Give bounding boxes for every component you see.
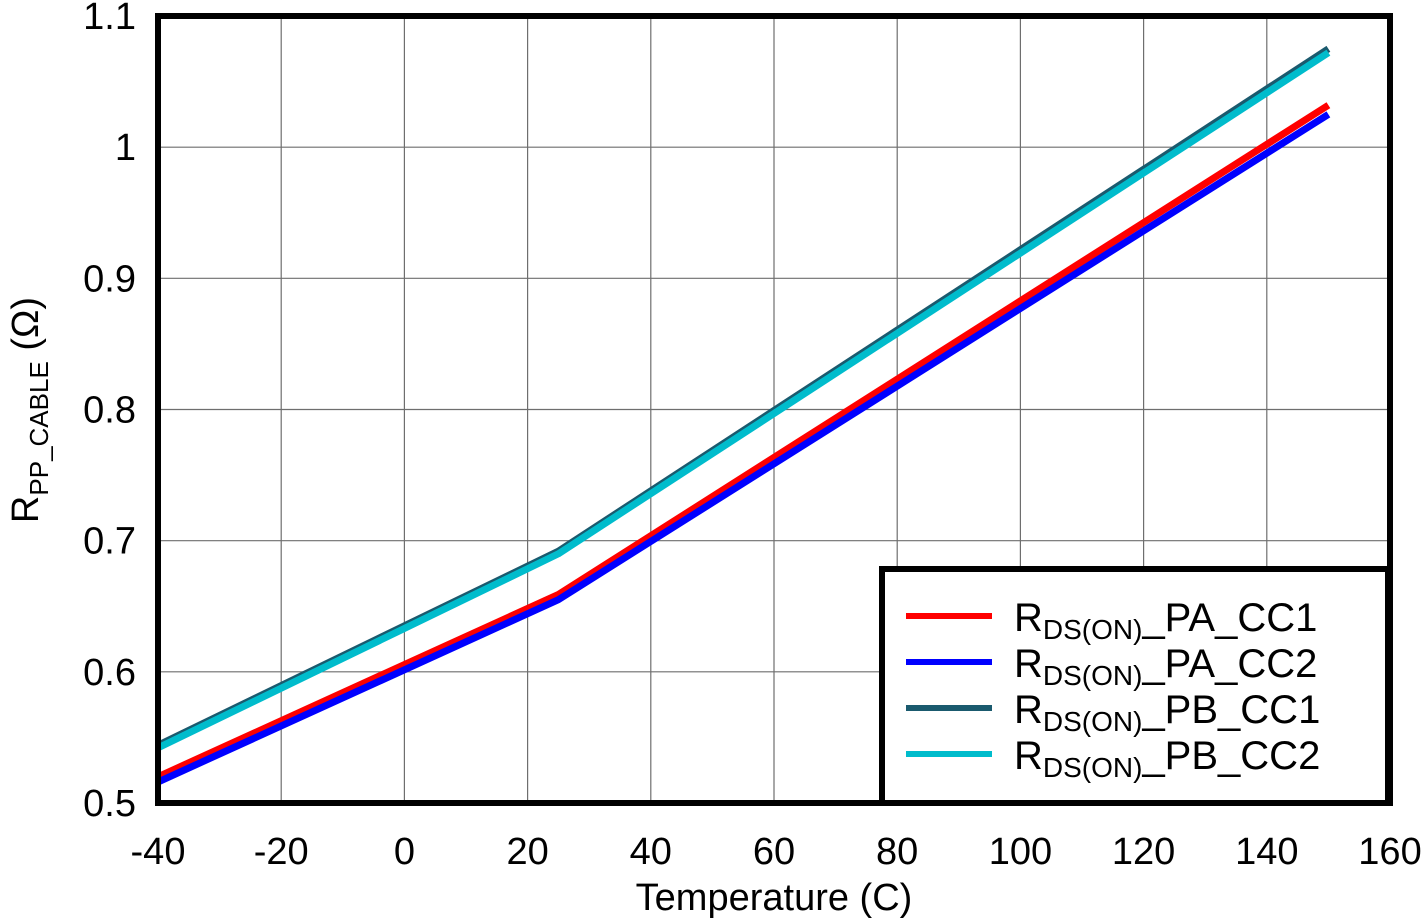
x-tick-label: 0 <box>394 831 415 873</box>
series-line <box>156 111 1331 786</box>
x-tick-label: 60 <box>753 831 795 873</box>
y-axis-ticks: 0.5 0.6 0.7 0.8 0.9 1 1.1 <box>83 0 136 825</box>
y-tick-label: 1.1 <box>83 0 136 38</box>
legend-label: RDS(ON)_PA_CC1 <box>1014 596 1317 645</box>
x-tick-label: 40 <box>630 831 672 873</box>
legend-box <box>879 566 1391 806</box>
x-tick-label: -40 <box>131 831 186 873</box>
legend: RDS(ON)_PA_CC1RDS(ON)_PA_CC2RDS(ON)_PB_C… <box>879 566 1391 806</box>
y-tick-label: 0.6 <box>83 652 136 694</box>
series-line <box>156 49 1331 752</box>
y-axis-label: RPP_CABLE (Ω) <box>5 297 54 523</box>
x-tick-label: 100 <box>989 831 1052 873</box>
y-tick-label: 0.8 <box>83 390 136 432</box>
x-tick-label: 140 <box>1235 831 1298 873</box>
x-tick-label: -20 <box>254 831 309 873</box>
x-tick-label: 160 <box>1358 831 1421 873</box>
y-tick-label: 0.5 <box>83 783 136 825</box>
x-tick-label: 20 <box>506 831 548 873</box>
legend-label: RDS(ON)_PA_CC2 <box>1014 642 1317 691</box>
x-tick-label: 80 <box>876 831 918 873</box>
plot-area-border <box>155 13 1393 806</box>
y-tick-label: 0.7 <box>83 521 136 563</box>
series-line <box>156 102 1331 780</box>
legend-label: RDS(ON)_PB_CC2 <box>1014 734 1320 783</box>
x-axis-label: Temperature (C) <box>636 877 913 919</box>
data-series <box>156 45 1331 786</box>
legend-label: RDS(ON)_PB_CC1 <box>1014 688 1320 737</box>
y-tick-label: 1 <box>115 127 136 169</box>
x-tick-label: 120 <box>1112 831 1175 873</box>
y-tick-label: 0.9 <box>83 258 136 300</box>
x-axis-ticks: -40 -20 0 20 40 60 80 100 120 140 160 <box>131 831 1422 873</box>
